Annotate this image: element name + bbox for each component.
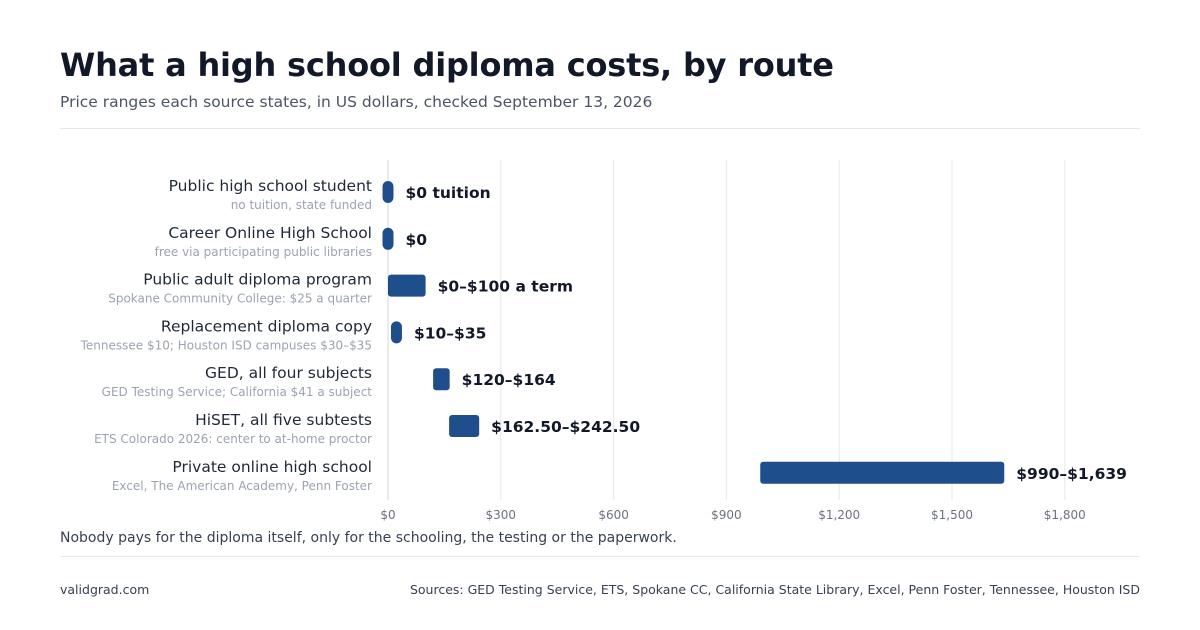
range-bar: [760, 461, 1005, 484]
x-tick-label: $1,800: [1044, 508, 1086, 522]
x-tick-label: $900: [711, 508, 742, 522]
range-bar: [382, 181, 394, 203]
value-label: $120–$164: [462, 371, 556, 389]
category-sublabel: Excel, The American Academy, Penn Foster: [112, 479, 372, 493]
category-sublabel: Spokane Community College: $25 a quarter: [108, 292, 372, 306]
x-tick-label: $600: [598, 508, 629, 522]
x-tick-label: $1,200: [818, 508, 860, 522]
range-bar: [433, 368, 450, 391]
sources-text: Sources: GED Testing Service, ETS, Spoka…: [409, 582, 1140, 597]
x-tick-label: $0: [380, 508, 395, 522]
x-tick-label: $1,500: [931, 508, 973, 522]
category-sublabel: free via participating public libraries: [155, 245, 372, 259]
value-label: $0: [406, 231, 428, 249]
chart-title: What a high school diploma costs, by rou…: [60, 46, 834, 84]
x-tick-label: $300: [486, 508, 517, 522]
header-divider: [60, 128, 1140, 129]
site-name: validgrad.com: [60, 582, 150, 597]
range-bar-chart: $0 $300 $600 $900 $1,200 $1,500 $1,800 Public h…: [80, 160, 1127, 522]
category-label: Replacement diploma copy: [161, 317, 372, 335]
category-label: Private online high school: [172, 458, 372, 476]
category-sublabel: no tuition, state funded: [231, 198, 372, 212]
value-label: $10–$35: [414, 324, 486, 342]
range-bar: [388, 274, 426, 297]
value-label: $162.50–$242.50: [491, 418, 640, 436]
chart-subtitle: Price ranges each source states, in US d…: [60, 93, 653, 111]
category-label: Career Online High School: [168, 224, 372, 242]
category-sublabel: GED Testing Service; California $41 a su…: [102, 385, 373, 399]
category-label: Public adult diploma program: [143, 271, 372, 289]
value-label: $0 tuition: [406, 184, 491, 202]
category-label: HiSET, all five subtests: [195, 411, 372, 429]
category-sublabel: ETS Colorado 2026: center to at-home pro…: [94, 432, 372, 446]
range-bar: [449, 415, 480, 437]
category-sublabel: Tennessee $10; Houston ISD campuses $30–…: [80, 338, 372, 352]
range-bar: [390, 321, 402, 344]
category-label: GED, all four subjects: [205, 364, 372, 382]
range-bar: [382, 227, 394, 250]
chart-footnote: Nobody pays for the diploma itself, only…: [60, 530, 677, 546]
footer-divider: [60, 556, 1140, 557]
value-label: $0–$100 a term: [438, 278, 573, 296]
category-label: Public high school student: [169, 177, 372, 195]
value-label: $990–$1,639: [1016, 465, 1127, 483]
